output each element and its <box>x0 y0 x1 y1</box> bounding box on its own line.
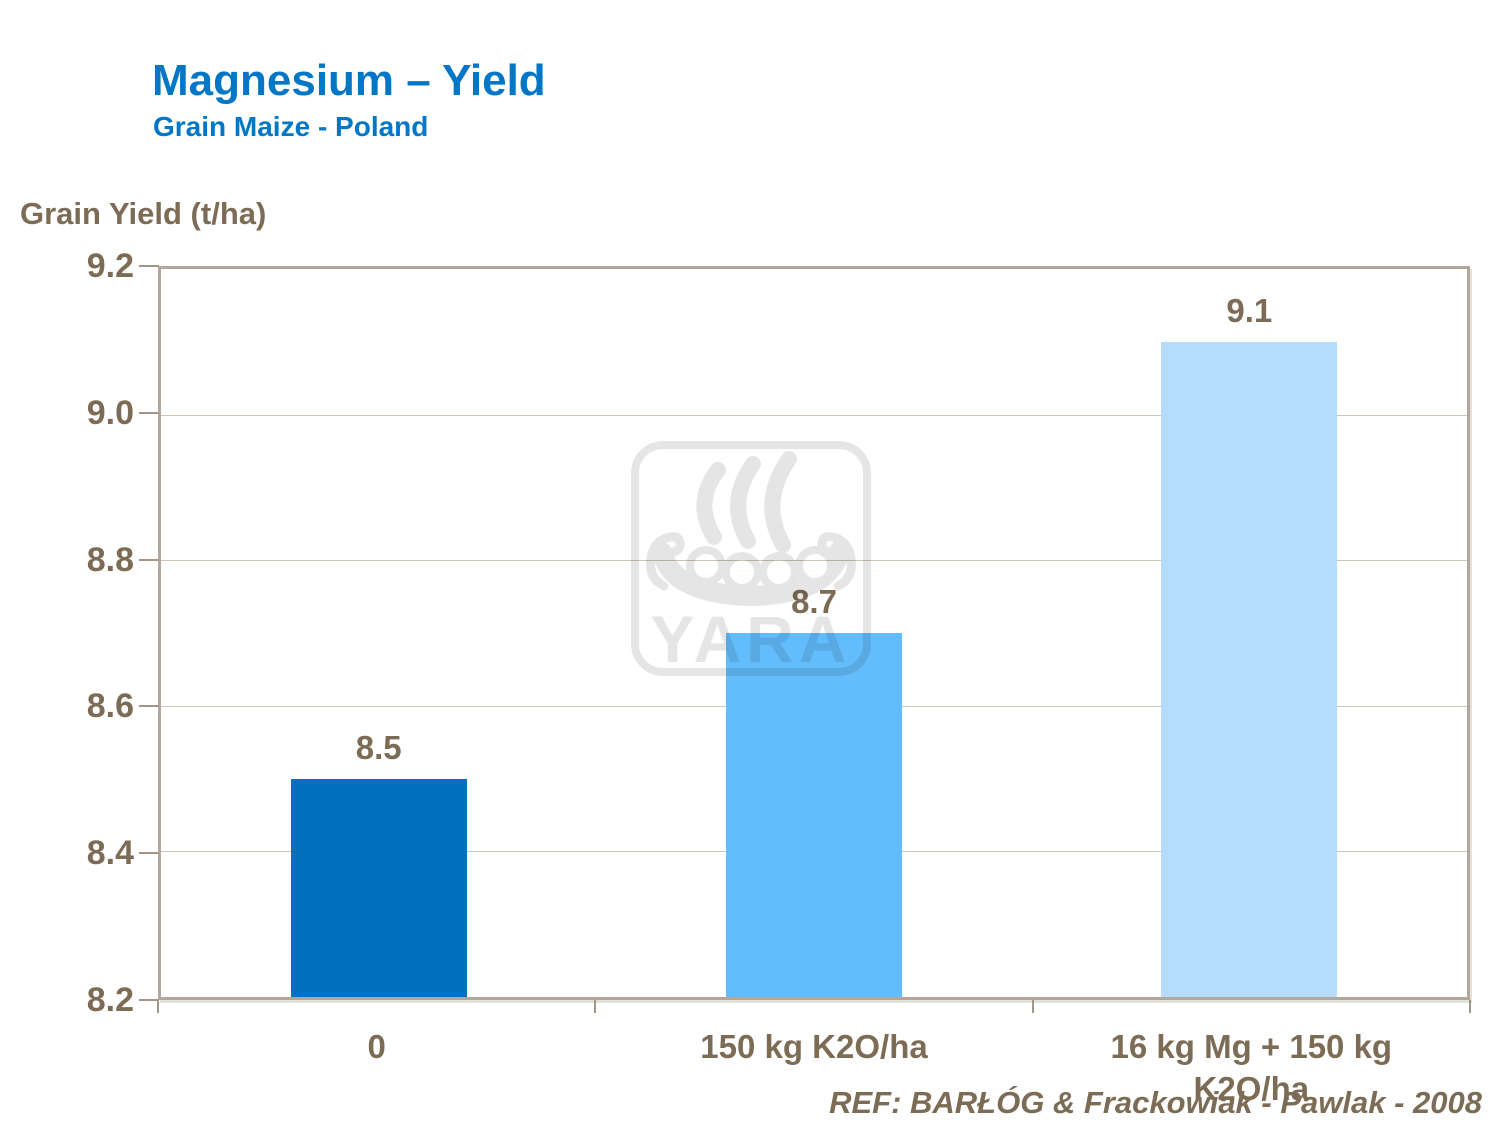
chart-title: Magnesium – Yield <box>152 56 546 105</box>
bar <box>1161 341 1338 997</box>
x-tick-mark <box>1031 1000 1034 1013</box>
bar-value-label: 8.7 <box>791 583 837 620</box>
y-tick-label: 9.0 <box>86 393 134 432</box>
y-tick-mark <box>139 558 159 561</box>
gridline <box>161 414 1467 416</box>
y-tick-label: 8.2 <box>86 981 134 1019</box>
plot-area: 8.5 8.7 9.1 <box>158 266 1470 1000</box>
bar-column: 9.1 <box>1161 269 1338 997</box>
y-tick-label: 8.8 <box>86 540 134 579</box>
y-tick-mark <box>139 411 159 414</box>
y-tick-mark <box>139 852 159 855</box>
y-tick-label: 9.2 <box>86 247 134 285</box>
y-tick-mark <box>139 999 159 1001</box>
bar-value-label: 8.5 <box>355 728 402 766</box>
bar-value-label: 9.1 <box>1226 291 1273 329</box>
x-category-label: 0 <box>367 1028 386 1065</box>
reference-text: REF: BARŁÓG & Frackowiak - Pawlak - 2008 <box>829 1085 1482 1120</box>
x-tick-mark <box>594 1000 597 1013</box>
y-tick-mark <box>139 265 159 267</box>
y-tick-label: 8.6 <box>86 687 134 726</box>
x-category-label: 150 kg K2O/ha <box>700 1028 928 1065</box>
y-axis-title: Grain Yield (t/ha) <box>20 196 267 231</box>
y-tick-label: 8.4 <box>86 834 134 873</box>
bar-column: 8.5 <box>290 269 467 997</box>
bar <box>726 633 902 997</box>
bar <box>290 778 467 997</box>
bar-column: 8.7 <box>726 269 902 997</box>
x-tick-mark <box>157 1000 159 1013</box>
x-category-label: 16 kg Mg + 150 kg K2O/ha <box>1110 1028 1393 1107</box>
x-tick-mark <box>1469 1000 1471 1013</box>
y-tick-mark <box>139 705 159 708</box>
chart-subtitle: Grain Maize - Poland <box>153 111 429 142</box>
